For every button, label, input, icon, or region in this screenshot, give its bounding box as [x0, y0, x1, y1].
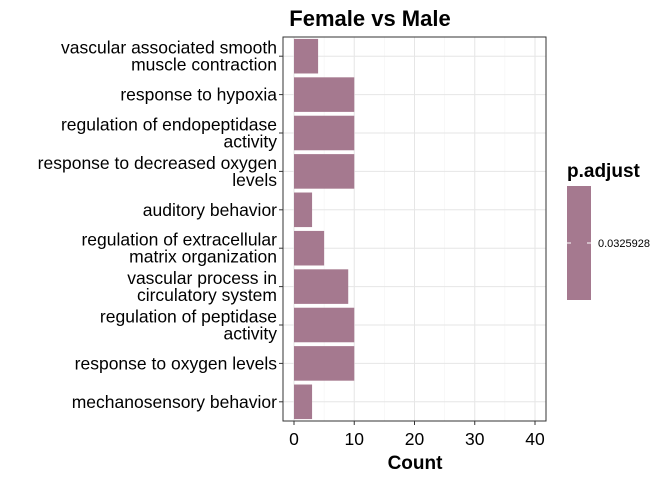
y-tick-label: regulation of extracellular matrix organi…: [81, 230, 277, 267]
bar: [294, 346, 355, 381]
chart-title: Female vs Male: [289, 6, 450, 31]
y-tick-label: vascular process in circulatory system: [127, 268, 277, 305]
legend-value-label: 0.0325928: [598, 238, 650, 250]
x-tick-label: 40: [525, 429, 545, 449]
y-axis: vascular associated smooth muscle contrac…: [38, 38, 283, 412]
bar: [294, 384, 313, 420]
x-tick-label: 10: [345, 429, 365, 449]
y-tick-label: regulation of endopeptidase activity: [61, 115, 277, 152]
bar: [294, 230, 325, 266]
x-tick-label: 30: [465, 429, 485, 449]
legend: p.adjust 0.0325928: [567, 161, 650, 300]
bar: [294, 269, 349, 304]
legend-title: p.adjust: [567, 161, 641, 182]
y-tick-label: vascular associated smooth muscle contrac…: [61, 38, 277, 75]
bar: [294, 154, 355, 189]
y-tick-label: response to decreased oxygen levels: [38, 153, 278, 190]
bar: [294, 307, 355, 343]
bar: [294, 115, 355, 151]
bar: [294, 38, 319, 74]
plot-panel: [282, 36, 547, 422]
y-tick-label: regulation of peptidase activity: [100, 307, 277, 344]
bar: [294, 192, 313, 228]
y-tick-label: response to hypoxia: [120, 85, 277, 105]
x-axis: 0 10 20 30 40: [289, 421, 545, 449]
x-tick-label: 20: [405, 429, 425, 449]
bar: [294, 77, 355, 112]
x-tick-label: 0: [289, 429, 299, 449]
y-tick-label: mechanosensory behavior: [72, 392, 277, 412]
y-tick-label: response to oxygen levels: [75, 353, 278, 373]
x-axis-title: Count: [388, 453, 444, 474]
y-tick-label: auditory behavior: [143, 200, 277, 220]
